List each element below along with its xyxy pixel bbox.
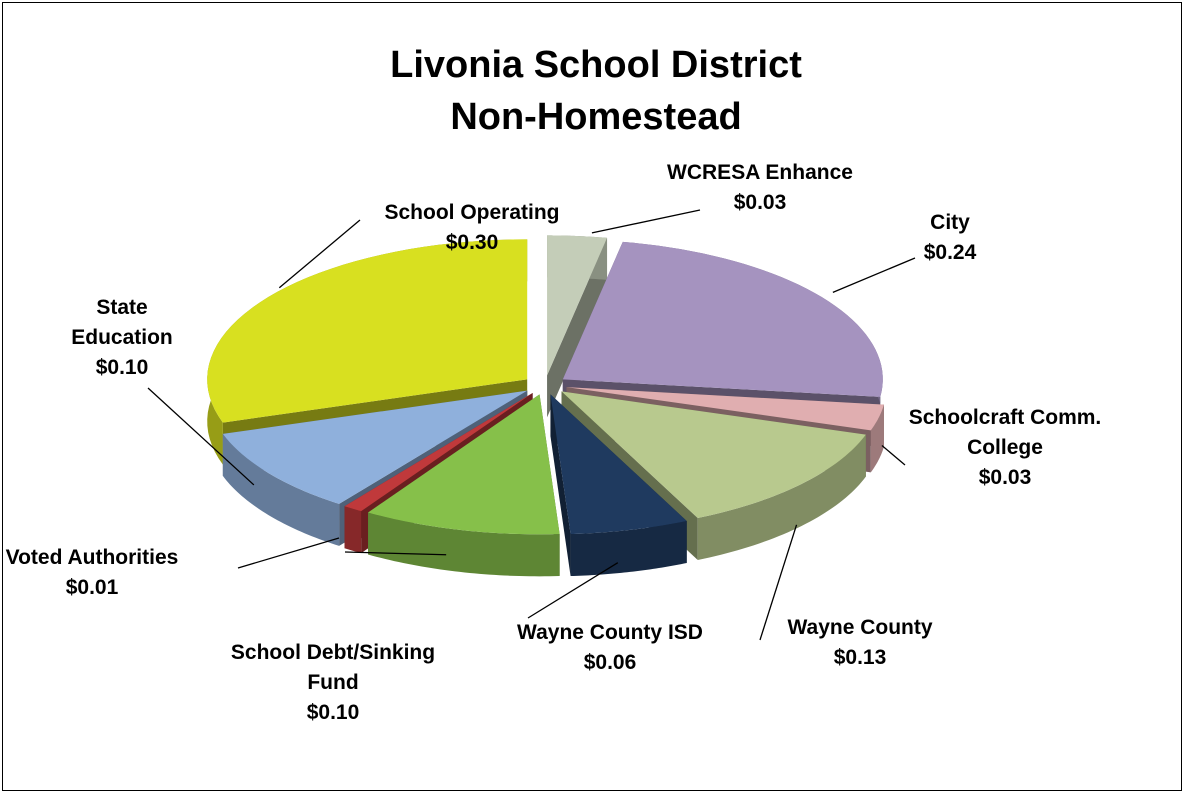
category-label: Wayne County ISD bbox=[517, 621, 703, 644]
pie-slice bbox=[562, 241, 883, 397]
category-label: Voted Authorities bbox=[5, 546, 179, 569]
pie-slice bbox=[344, 392, 533, 512]
category-label: State Education bbox=[71, 296, 173, 349]
category-label: WCRESA Enhance bbox=[667, 161, 853, 184]
slice-label: Voted Authorities $0.01 bbox=[0, 543, 192, 603]
category-label: School Debt/Sinking Fund bbox=[230, 641, 436, 694]
value-label: $0.03 bbox=[733, 191, 787, 214]
slice-label: School Debt/Sinking Fund $0.10 bbox=[223, 638, 443, 728]
slice-wall bbox=[550, 394, 571, 577]
value-label: $0.10 bbox=[306, 701, 360, 724]
leader-line bbox=[591, 209, 701, 234]
slice-side bbox=[570, 520, 687, 577]
category-label: City bbox=[930, 211, 970, 234]
slice-side bbox=[870, 404, 884, 473]
leader-line bbox=[278, 219, 361, 289]
category-label: School Operating bbox=[384, 201, 560, 224]
leader-line bbox=[237, 537, 340, 569]
value-label: $0.03 bbox=[978, 466, 1032, 489]
slice-label: Wayne County $0.13 bbox=[750, 613, 970, 673]
value-label: $0.10 bbox=[95, 356, 149, 379]
pie-slice bbox=[561, 391, 866, 519]
slice-label: Schoolcraft Comm. College $0.03 bbox=[905, 403, 1105, 493]
slice-side bbox=[222, 433, 340, 546]
leader-line bbox=[881, 445, 906, 466]
leader-line bbox=[832, 257, 916, 293]
pie-slice bbox=[547, 235, 608, 376]
slice-label: City $0.24 bbox=[890, 208, 1010, 268]
slice-side bbox=[368, 512, 560, 577]
category-label: Schoolcraft Comm. College bbox=[908, 406, 1102, 459]
slice-label: State Education $0.10 bbox=[57, 293, 187, 383]
pie-slice bbox=[368, 394, 560, 535]
pie-slice bbox=[566, 387, 884, 431]
slice-label: WCRESA Enhance $0.03 bbox=[630, 158, 890, 218]
leader-line bbox=[527, 562, 619, 619]
pie-slice bbox=[222, 390, 528, 504]
slice-wall bbox=[547, 237, 608, 418]
slice-label: School Operating $0.30 bbox=[352, 198, 592, 258]
value-label: $0.13 bbox=[833, 646, 887, 669]
value-label: $0.06 bbox=[583, 651, 637, 674]
slice-side bbox=[697, 434, 866, 561]
leader-line bbox=[759, 524, 798, 641]
value-label: $0.30 bbox=[445, 231, 499, 254]
slice-side bbox=[344, 506, 362, 554]
leader-line bbox=[147, 387, 255, 486]
pie-slice bbox=[550, 394, 687, 535]
value-label: $0.01 bbox=[65, 576, 119, 599]
value-label: $0.24 bbox=[923, 241, 977, 264]
pie-slice bbox=[207, 239, 528, 423]
leader-line bbox=[344, 551, 447, 556]
chart-title: Livonia School District Non-Homestead bbox=[390, 44, 802, 138]
category-label: Wayne County bbox=[787, 616, 933, 639]
slice-label: Wayne County ISD $0.06 bbox=[490, 618, 730, 678]
